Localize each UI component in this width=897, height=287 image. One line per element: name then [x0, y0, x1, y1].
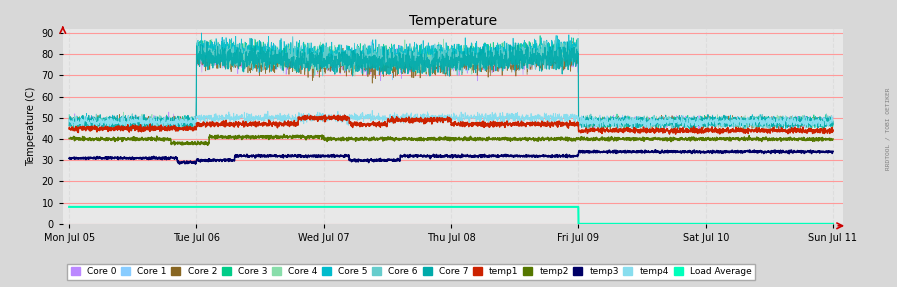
Y-axis label: Temperature (C): Temperature (C) — [26, 87, 36, 166]
Legend: Core 0, Core 1, Core 2, Core 3, Core 4, Core 5, Core 6, Core 7, temp1, temp2, te: Core 0, Core 1, Core 2, Core 3, Core 4, … — [67, 263, 755, 280]
Title: Temperature: Temperature — [409, 13, 497, 28]
Text: RRDTOOL / TOBI OETIKER: RRDTOOL / TOBI OETIKER — [885, 88, 891, 170]
